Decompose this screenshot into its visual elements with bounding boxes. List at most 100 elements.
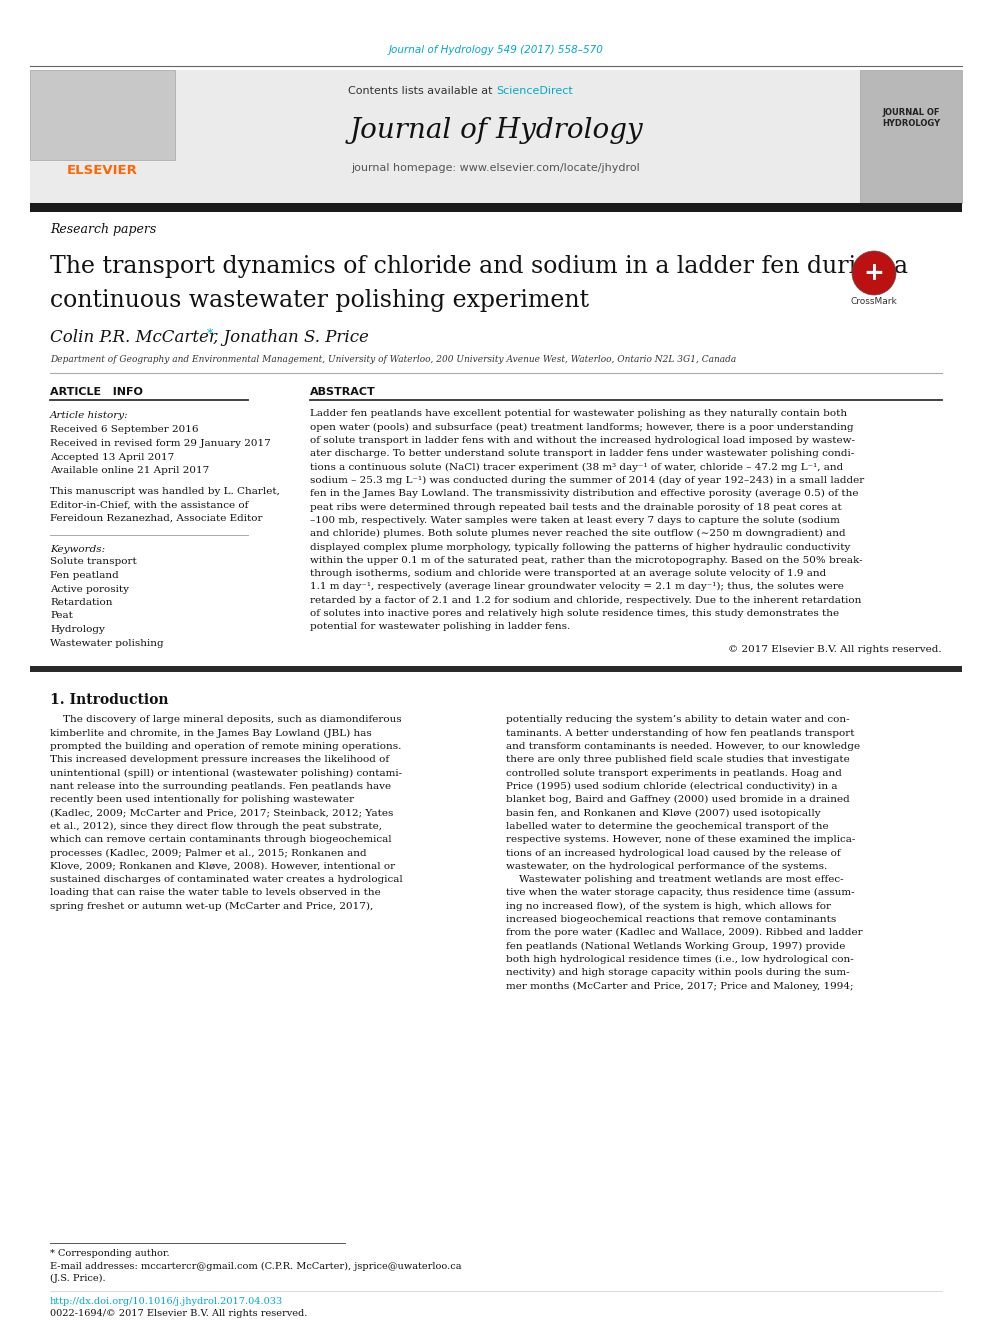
Text: –100 mb, respectively. Water samples were taken at least every 7 days to capture: –100 mb, respectively. Water samples wer… [310,516,840,525]
Text: unintentional (spill) or intentional (wastewater polishing) contami-: unintentional (spill) or intentional (wa… [50,769,402,778]
Text: nant release into the surrounding peatlands. Fen peatlands have: nant release into the surrounding peatla… [50,782,391,791]
Text: blanket bog, Baird and Gaffney (2000) used bromide in a drained: blanket bog, Baird and Gaffney (2000) us… [506,795,850,804]
Text: * Corresponding author.: * Corresponding author. [50,1249,170,1258]
Text: respective systems. However, none of these examined the implica-: respective systems. However, none of the… [506,835,855,844]
Text: of solute transport in ladder fens with and without the increased hydrological l: of solute transport in ladder fens with … [310,437,855,445]
Circle shape [852,251,896,295]
Text: displayed complex plume morphology, typically following the patterns of higher h: displayed complex plume morphology, typi… [310,542,850,552]
Text: spring freshet or autumn wet-up (McCarter and Price, 2017),: spring freshet or autumn wet-up (McCarte… [50,902,373,910]
Text: loading that can raise the water table to levels observed in the: loading that can raise the water table t… [50,889,381,897]
Text: Journal of Hydrology: Journal of Hydrology [349,116,643,143]
Text: Ladder fen peatlands have excellent potential for wastewater polishing as they n: Ladder fen peatlands have excellent pote… [310,410,847,418]
Text: increased biogeochemical reactions that remove contaminants: increased biogeochemical reactions that … [506,916,836,923]
Text: *: * [207,328,213,340]
Text: potential for wastewater polishing in ladder fens.: potential for wastewater polishing in la… [310,622,570,631]
Text: Wastewater polishing: Wastewater polishing [50,639,164,647]
Text: JOURNAL OF
HYDROLOGY: JOURNAL OF HYDROLOGY [882,108,940,128]
Text: basin fen, and Ronkanen and Kløve (2007) used isotopically: basin fen, and Ronkanen and Kløve (2007)… [506,808,820,818]
Text: Hydrology: Hydrology [50,624,105,634]
Text: (Kadlec, 2009; McCarter and Price, 2017; Steinback, 2012; Yates: (Kadlec, 2009; McCarter and Price, 2017;… [50,808,394,818]
Text: labelled water to determine the geochemical transport of the: labelled water to determine the geochemi… [506,822,828,831]
Bar [860,70,962,202]
Text: Wastewater polishing and treatment wetlands are most effec-: Wastewater polishing and treatment wetla… [506,875,843,884]
Text: ater discharge. To better understand solute transport in ladder fens under waste: ater discharge. To better understand sol… [310,450,854,458]
Text: taminants. A better understanding of how fen peatlands transport: taminants. A better understanding of how… [506,729,854,738]
Text: The transport dynamics of chloride and sodium in a ladder fen during a: The transport dynamics of chloride and s… [50,255,908,279]
Text: Research papers: Research papers [50,224,157,237]
Text: sodium – 25.3 mg L⁻¹) was conducted during the summer of 2014 (day of year 192–2: sodium – 25.3 mg L⁻¹) was conducted duri… [310,476,864,486]
Text: Fereidoun Rezanezhad, Associate Editor: Fereidoun Rezanezhad, Associate Editor [50,513,263,523]
Text: tions of an increased hydrological load caused by the release of: tions of an increased hydrological load … [506,848,840,857]
Text: © 2017 Elsevier B.V. All rights reserved.: © 2017 Elsevier B.V. All rights reserved… [728,646,942,655]
Text: 1. Introduction: 1. Introduction [50,693,169,706]
Text: sustained discharges of contaminated water creates a hydrological: sustained discharges of contaminated wat… [50,875,403,884]
Text: http://dx.doi.org/10.1016/j.jhydrol.2017.04.033: http://dx.doi.org/10.1016/j.jhydrol.2017… [50,1298,284,1307]
Text: Solute transport: Solute transport [50,557,137,566]
Text: fen peatlands (National Wetlands Working Group, 1997) provide: fen peatlands (National Wetlands Working… [506,942,845,951]
Bar [30,665,962,672]
Text: The discovery of large mineral deposits, such as diamondiferous: The discovery of large mineral deposits,… [50,716,402,725]
Text: tive when the water storage capacity, thus residence time (assum-: tive when the water storage capacity, th… [506,888,855,897]
Text: retarded by a factor of 2.1 and 1.2 for sodium and chloride, respectively. Due t: retarded by a factor of 2.1 and 1.2 for … [310,595,861,605]
Text: ARTICLE   INFO: ARTICLE INFO [50,388,143,397]
Text: nectivity) and high storage capacity within pools during the sum-: nectivity) and high storage capacity wit… [506,968,849,978]
Text: Fen peatland: Fen peatland [50,572,119,579]
Text: wastewater, on the hydrological performance of the systems.: wastewater, on the hydrological performa… [506,861,827,871]
Text: ABSTRACT: ABSTRACT [310,388,376,397]
Text: Peat: Peat [50,611,72,620]
Text: Klove, 2009; Ronkanen and Kløve, 2008). However, intentional or: Klove, 2009; Ronkanen and Kløve, 2008). … [50,861,395,871]
Text: Available online 21 April 2017: Available online 21 April 2017 [50,466,209,475]
Text: tions a continuous solute (NaCl) tracer experiment (38 m³ day⁻¹ of water, chlori: tions a continuous solute (NaCl) tracer … [310,463,843,472]
Text: through isotherms, sodium and chloride were transported at an average solute vel: through isotherms, sodium and chloride w… [310,569,826,578]
Text: recently been used intentionally for polishing wastewater: recently been used intentionally for pol… [50,795,354,804]
Text: both high hydrological residence times (i.e., low hydrological con-: both high hydrological residence times (… [506,955,854,964]
Text: E-mail addresses: mccartercr@gmail.com (C.P.R. McCarter), jsprice@uwaterloo.ca: E-mail addresses: mccartercr@gmail.com (… [50,1261,461,1270]
Text: and chloride) plumes. Both solute plumes never reached the site outflow (∼250 m : and chloride) plumes. Both solute plumes… [310,529,845,538]
Text: of solutes into inactive pores and relatively high solute residence times, this : of solutes into inactive pores and relat… [310,609,839,618]
Text: (J.S. Price).: (J.S. Price). [50,1274,105,1282]
Text: ing no increased flow), of the system is high, which allows for: ing no increased flow), of the system is… [506,902,831,910]
Text: Journal of Hydrology 549 (2017) 558–570: Journal of Hydrology 549 (2017) 558–570 [389,45,603,56]
Text: Price (1995) used sodium chloride (electrical conductivity) in a: Price (1995) used sodium chloride (elect… [506,782,837,791]
Text: Accepted 13 April 2017: Accepted 13 April 2017 [50,452,175,462]
Text: ELSEVIER: ELSEVIER [66,164,138,176]
Text: potentially reducing the system’s ability to detain water and con-: potentially reducing the system’s abilit… [506,716,849,725]
Bar [30,70,962,202]
Text: within the upper 0.1 m of the saturated peat, rather than the microtopography. B: within the upper 0.1 m of the saturated … [310,556,863,565]
Text: 1.1 m day⁻¹, respectively (average linear groundwater velocity = 2.1 m day⁻¹); t: 1.1 m day⁻¹, respectively (average linea… [310,582,844,591]
Text: there are only three published field scale studies that investigate: there are only three published field sca… [506,755,850,765]
Text: continuous wastewater polishing experiment: continuous wastewater polishing experime… [50,288,589,311]
Text: which can remove certain contaminants through biogeochemical: which can remove certain contaminants th… [50,835,392,844]
Text: peat ribs were determined through repeated bail tests and the drainable porosity: peat ribs were determined through repeat… [310,503,842,512]
Text: prompted the building and operation of remote mining operations.: prompted the building and operation of r… [50,742,402,751]
Text: et al., 2012), since they direct flow through the peat substrate,: et al., 2012), since they direct flow th… [50,822,382,831]
Text: Retardation: Retardation [50,598,112,607]
Text: mer months (McCarter and Price, 2017; Price and Maloney, 1994;: mer months (McCarter and Price, 2017; Pr… [506,982,853,991]
Bar [30,202,962,212]
Text: Editor-in-Chief, with the assistance of: Editor-in-Chief, with the assistance of [50,500,248,509]
Text: fen in the James Bay Lowland. The transmissivity distribution and effective poro: fen in the James Bay Lowland. The transm… [310,490,858,499]
Text: , Jonathan S. Price: , Jonathan S. Price [213,328,369,345]
Text: CrossMark: CrossMark [850,298,898,307]
Text: Received in revised form 29 January 2017: Received in revised form 29 January 2017 [50,439,271,448]
Text: Keywords:: Keywords: [50,545,105,553]
Text: Department of Geography and Environmental Management, University of Waterloo, 20: Department of Geography and Environmenta… [50,356,736,365]
Text: Colin P.R. McCarter: Colin P.R. McCarter [50,328,222,345]
Text: Received 6 September 2016: Received 6 September 2016 [50,426,198,434]
Text: from the pore water (Kadlec and Wallace, 2009). Ribbed and ladder: from the pore water (Kadlec and Wallace,… [506,929,863,938]
Text: kimberlite and chromite, in the James Bay Lowland (JBL) has: kimberlite and chromite, in the James Ba… [50,729,372,738]
Text: controlled solute transport experiments in peatlands. Hoag and: controlled solute transport experiments … [506,769,842,778]
Text: This increased development pressure increases the likelihood of: This increased development pressure incr… [50,755,389,765]
Text: Active porosity: Active porosity [50,585,129,594]
Bar [30,70,175,160]
Text: open water (pools) and subsurface (peat) treatment landforms; however, there is : open water (pools) and subsurface (peat)… [310,423,854,431]
Text: and transform contaminants is needed. However, to our knowledge: and transform contaminants is needed. Ho… [506,742,860,751]
Text: journal homepage: www.elsevier.com/locate/jhydrol: journal homepage: www.elsevier.com/locat… [351,163,641,173]
Text: Contents lists available at: Contents lists available at [348,86,496,97]
Text: This manuscript was handled by L. Charlet,: This manuscript was handled by L. Charle… [50,487,280,496]
Text: Article history:: Article history: [50,410,129,419]
Text: ScienceDirect: ScienceDirect [496,86,572,97]
Text: processes (Kadlec, 2009; Palmer et al., 2015; Ronkanen and: processes (Kadlec, 2009; Palmer et al., … [50,848,367,857]
Text: 0022-1694/© 2017 Elsevier B.V. All rights reserved.: 0022-1694/© 2017 Elsevier B.V. All right… [50,1310,308,1319]
Text: +: + [864,261,885,284]
